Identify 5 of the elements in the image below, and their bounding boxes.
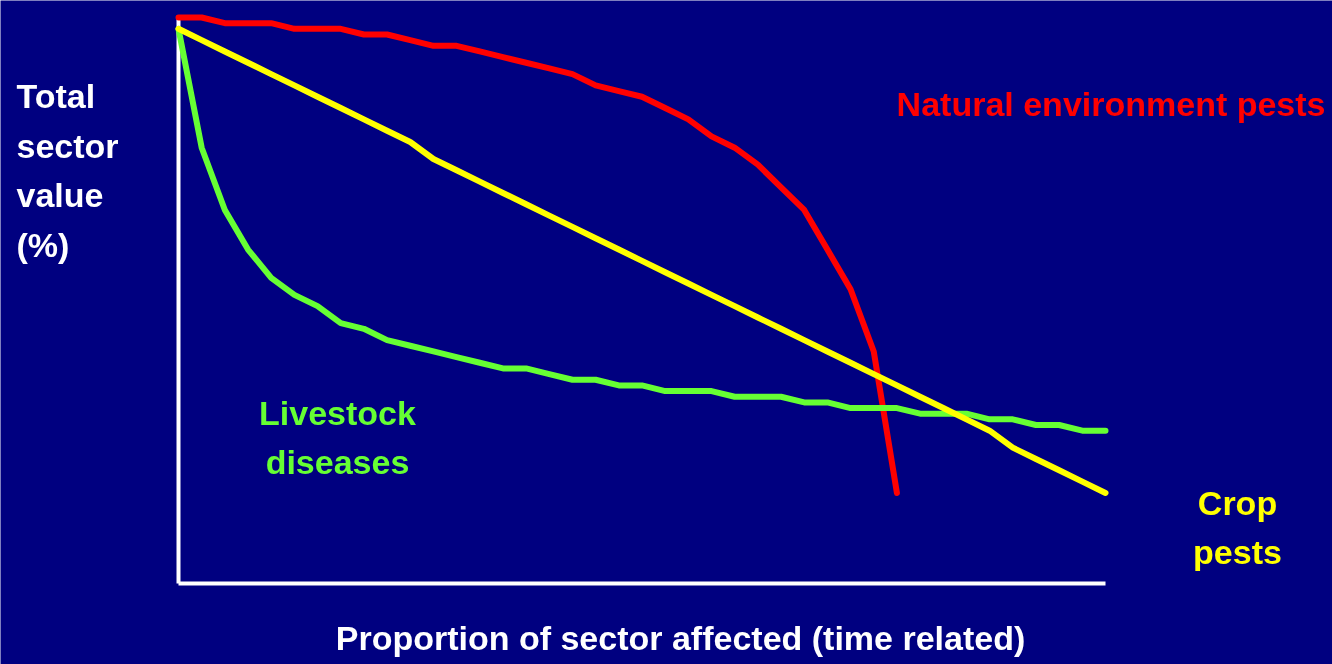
series-label: Livestock diseases	[259, 393, 417, 482]
text: Crop pests	[1193, 483, 1282, 572]
text: Natural environment pests	[896, 84, 1326, 123]
y-axis-title: Total sector value (%)	[16, 77, 119, 264]
x-axis-title: Proportion of sector affected (time related)	[335, 618, 1026, 657]
